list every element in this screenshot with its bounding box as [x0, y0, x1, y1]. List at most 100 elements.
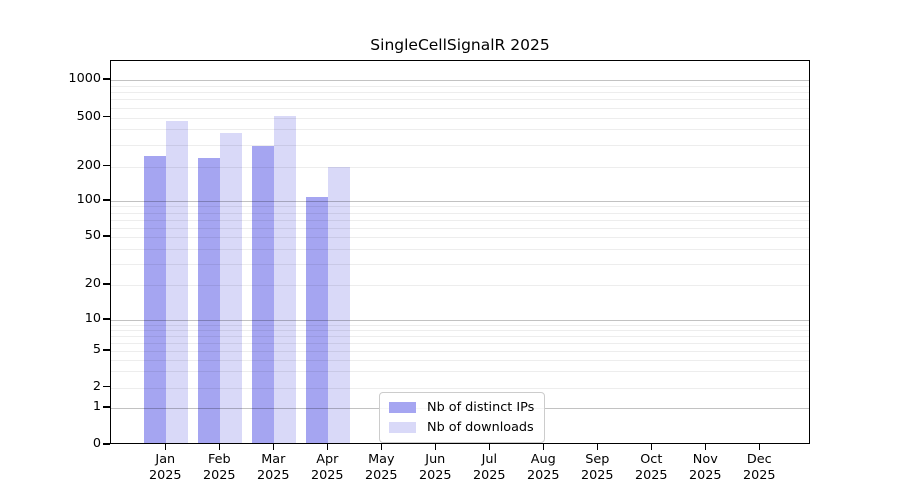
minor-gridline-8 [111, 329, 809, 331]
month-label: Jan [155, 452, 176, 467]
year-label: 2025 [743, 468, 776, 483]
minor-gridline-3 [111, 371, 809, 373]
y-axis-tick-label-1: 1 [92, 399, 101, 414]
year-label: 2025 [527, 468, 560, 483]
legend-entry-downloads: Nb of downloads [389, 418, 534, 437]
y-axis-tick-mark-200 [103, 164, 110, 167]
chart-title: SingleCellSignalR 2025 [370, 36, 550, 54]
minor-gridline-60 [111, 227, 809, 229]
month-label: Nov [692, 452, 718, 467]
x-axis-tick-mark-jan [164, 444, 166, 450]
y-axis-tick-mark-10 [103, 318, 110, 320]
legend-entry-distinct-ips: Nb of distinct IPs [389, 398, 534, 417]
x-axis-tick-mark-mar [272, 444, 274, 450]
minor-gridline-80 [111, 212, 809, 214]
y-axis-tick-mark-20 [103, 283, 110, 285]
minor-gridline-200 [111, 166, 809, 168]
minor-gridline-20 [111, 285, 809, 286]
y-axis-tick-label-2: 2 [92, 378, 101, 394]
y-axis-tick-mark-2 [103, 385, 110, 388]
minor-gridline-90 [111, 206, 809, 208]
minor-gridline-50 [111, 237, 809, 238]
x-axis-tick-label-nov: Nov 2025 [677, 452, 733, 484]
y-axis-tick-label-1000: 1000 [68, 71, 101, 86]
minor-gridline-300 [111, 144, 809, 146]
legend-swatch-distinct-ips [389, 402, 416, 413]
x-axis-tick-mark-dec [758, 444, 760, 450]
y-axis-tick-label-20: 20 [84, 276, 101, 291]
minor-gridline-6 [111, 342, 809, 344]
year-label: 2025 [473, 468, 506, 483]
bar-downloads-feb [220, 132, 243, 443]
month-label: Oct [640, 452, 663, 467]
x-axis-tick-mark-nov [704, 444, 706, 450]
bar-distinct-ips-mar [252, 146, 275, 443]
year-label: 2025 [365, 468, 398, 483]
legend-swatch-downloads [389, 422, 416, 433]
month-label: May [368, 452, 395, 467]
year-label: 2025 [581, 468, 614, 483]
month-label: Aug [530, 452, 556, 467]
x-axis-tick-label-mar: Mar 2025 [245, 452, 301, 484]
x-axis-tick-mark-oct [650, 444, 652, 450]
minor-gridline-30 [111, 263, 809, 265]
minor-gridline-600 [111, 107, 809, 109]
month-label: Mar [261, 452, 286, 467]
minor-gridline-40 [111, 248, 809, 250]
year-label: 2025 [311, 468, 344, 483]
minor-gridline-5 [111, 351, 809, 352]
x-axis-tick-mark-aug [542, 444, 544, 450]
x-axis-tick-label-feb: Feb 2025 [191, 452, 247, 484]
x-axis-tick-mark-feb [218, 444, 220, 450]
major-gridline-10 [111, 320, 809, 321]
plot-area [110, 60, 810, 444]
legend-label-downloads: Nb of downloads [427, 420, 534, 435]
bar-distinct-ips-jan [144, 156, 167, 443]
y-axis-tick-label-10: 10 [84, 311, 101, 326]
minor-gridline-9 [111, 324, 809, 326]
month-label: Feb [207, 452, 231, 467]
major-gridline-100 [111, 201, 809, 202]
x-axis-tick-label-dec: Dec 2025 [731, 452, 787, 484]
x-axis-tick-label-may: May 2025 [353, 452, 409, 484]
minor-gridline-7 [111, 335, 809, 337]
month-label: Sep [585, 452, 610, 467]
y-axis-tick-label-0: 0 [92, 436, 101, 451]
x-axis-tick-mark-apr [326, 444, 328, 450]
y-axis-tick-mark-500 [103, 115, 110, 118]
x-axis-tick-mark-jul [488, 444, 490, 450]
y-axis-tick-mark-0 [103, 443, 110, 445]
x-axis-tick-label-oct: Oct 2025 [623, 452, 679, 484]
minor-gridline-500 [111, 117, 809, 119]
y-axis-tick-mark-100 [103, 199, 110, 201]
month-label: Dec [746, 452, 772, 467]
y-axis-tick-mark-5 [103, 349, 110, 351]
x-axis-tick-mark-jun [434, 444, 436, 450]
y-axis-tick-mark-1 [103, 406, 110, 408]
minor-gridline-70 [111, 219, 809, 221]
year-label: 2025 [203, 468, 236, 483]
x-axis-tick-label-sep: Sep 2025 [569, 452, 625, 484]
year-label: 2025 [419, 468, 452, 483]
y-axis-tick-mark-50 [103, 235, 110, 237]
year-label: 2025 [257, 468, 290, 483]
year-label: 2025 [635, 468, 668, 483]
minor-gridline-800 [111, 92, 809, 94]
bar-downloads-jan [166, 120, 189, 443]
year-label: 2025 [149, 468, 182, 483]
x-axis-tick-label-jan: Jan 2025 [137, 452, 193, 484]
y-axis-tick-label-100: 100 [76, 192, 101, 207]
month-label: Jul [481, 452, 498, 467]
bar-distinct-ips-feb [198, 157, 221, 443]
y-axis-tick-label-500: 500 [76, 108, 101, 124]
bar-downloads-apr [328, 166, 351, 443]
year-label: 2025 [689, 468, 722, 483]
legend-label-distinct-ips: Nb of distinct IPs [427, 400, 535, 415]
minor-gridline-4 [111, 359, 809, 361]
y-axis-tick-mark-1000 [103, 78, 110, 80]
bar-downloads-mar [274, 116, 297, 443]
x-axis-tick-label-apr: Apr 2025 [299, 452, 355, 484]
x-axis-tick-label-jul: Jul 2025 [461, 452, 517, 484]
minor-gridline-400 [111, 129, 809, 131]
